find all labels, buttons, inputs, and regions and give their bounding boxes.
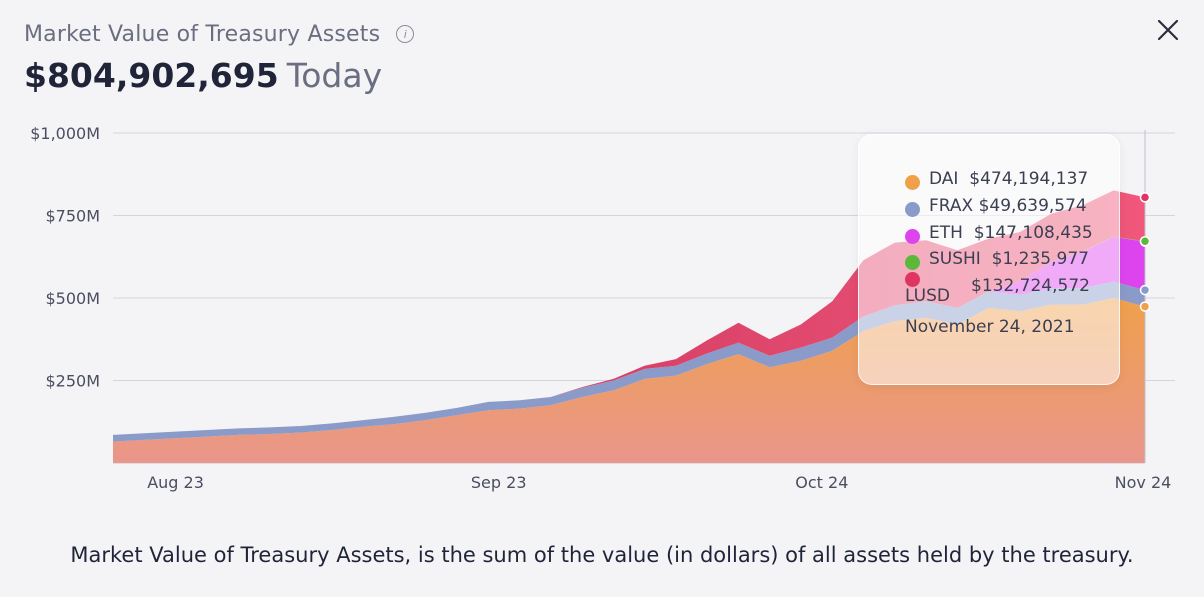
close-icon[interactable] xyxy=(1152,14,1184,46)
tooltip-dai-label: DAI xyxy=(929,169,959,189)
marker-frax xyxy=(1139,284,1151,296)
info-icon[interactable]: i xyxy=(396,25,415,43)
frax-dot xyxy=(905,202,920,217)
lusd-dot xyxy=(905,272,920,287)
sushi-dot xyxy=(905,255,920,270)
x-tick-label: Nov 24 xyxy=(1115,473,1172,492)
tooltip-row-lusd: LUSD xyxy=(905,283,950,309)
tooltip-row-sushi: SUSHI $1,235,977 xyxy=(929,246,1089,272)
x-tick-label: Sep 23 xyxy=(471,473,527,492)
tooltip-row-eth: ETH $147,108,435 xyxy=(929,220,1093,246)
y-axis-ticks: $250M $500M $750M $1,000M xyxy=(30,124,100,391)
tooltip-frax-label: FRAX xyxy=(929,196,974,216)
x-tick-label: Aug 23 xyxy=(147,473,204,492)
tooltip-eth-label: ETH xyxy=(929,223,963,243)
tooltip-eth-value: $147,108,435 xyxy=(973,223,1093,243)
tooltip-sushi-value: $1,235,977 xyxy=(991,249,1089,269)
tooltip-lusd-value-row: $132,724,572 xyxy=(971,273,1090,299)
headline-value: $804,902,695 Today xyxy=(24,56,382,96)
total-value: $804,902,695 xyxy=(24,56,279,95)
tooltip-frax-value: $49,639,574 xyxy=(978,196,1087,216)
marker-dai xyxy=(1139,301,1151,312)
tooltip-row-dai: DAI $474,194,137 xyxy=(929,166,1088,192)
y-tick-label: $1,000M xyxy=(30,124,100,143)
tooltip-lusd-label: LUSD xyxy=(905,286,950,306)
x-tick-label: Oct 24 xyxy=(795,473,848,492)
dai-dot xyxy=(905,175,920,190)
y-tick-label: $250M xyxy=(45,372,100,391)
tooltip-dai-value: $474,194,137 xyxy=(969,169,1089,189)
chart-description: Market Value of Treasury Assets, is the … xyxy=(70,543,1134,567)
x-axis-ticks: Aug 23 Sep 23 Oct 24 Nov 24 xyxy=(147,473,1171,492)
chart-tooltip: DAI $474,194,137 FRAX $49,639,574 ETH $1… xyxy=(858,134,1120,385)
tooltip-lusd-value: $132,724,572 xyxy=(971,276,1090,296)
y-tick-label: $500M xyxy=(45,289,100,308)
title-row: Market Value of Treasury Assets i xyxy=(24,18,415,50)
tooltip-sushi-label: SUSHI xyxy=(929,249,981,269)
hover-markers xyxy=(1139,192,1151,312)
tooltip-row-frax: FRAX $49,639,574 xyxy=(929,193,1087,219)
eth-dot xyxy=(905,229,920,244)
marker-sushi xyxy=(1139,235,1151,247)
y-tick-label: $750M xyxy=(45,207,100,226)
marker-lusd xyxy=(1139,192,1151,203)
chart-title: Market Value of Treasury Assets xyxy=(24,21,381,47)
tooltip-date: November 24, 2021 xyxy=(905,317,1075,337)
value-suffix: Today xyxy=(286,56,383,95)
